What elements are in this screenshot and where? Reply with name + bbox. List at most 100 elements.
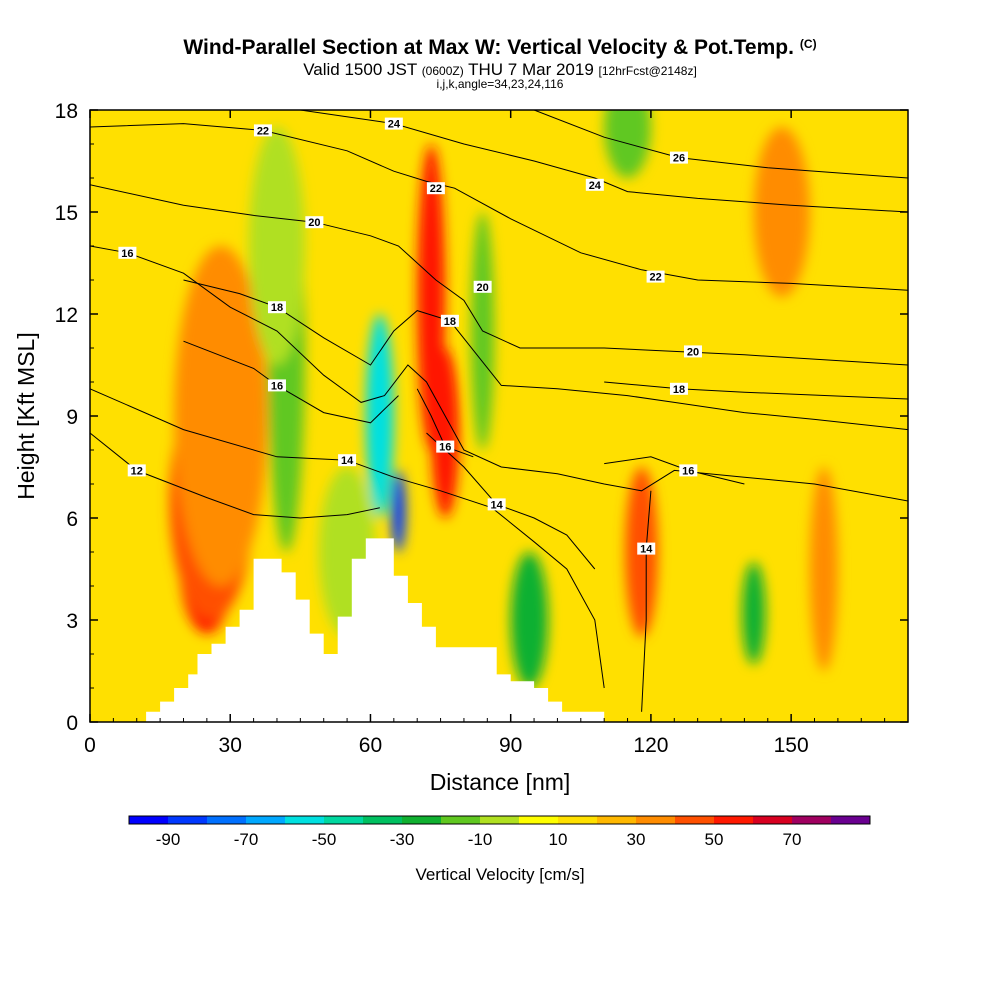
chart-title-text: Wind-Parallel Section at Max W: Vertical… [183,36,794,59]
isotherm-label: 18 [267,301,286,314]
isotherm-label-text: 26 [673,153,685,165]
colorbar-swatch [363,816,403,824]
colorbar-swatch [753,816,793,824]
isotherm-label-box [440,314,459,327]
y-tick-label: 3 [66,610,78,633]
isotherm-line [604,381,908,400]
isotherm-label-box [267,301,286,314]
isotherm-label-text: 16 [121,248,133,260]
colorbar-tick-label: 50 [705,830,724,849]
isotherm-label-text: 16 [682,465,694,477]
y-tick-label: 9 [66,406,78,429]
velocity-cell [753,127,810,297]
colorbar-swatch [324,816,364,824]
colorbar-swatch [207,816,247,824]
isotherm-label: 20 [305,216,324,229]
valid-date: THU 7 Mar 2019 [468,60,594,79]
x-tick-label: 90 [499,734,522,757]
isotherm-label-box [679,464,698,477]
colorbar-swatch [714,816,754,824]
isotherm-label: 20 [473,280,492,294]
isotherm-label-box [267,379,286,392]
x-tick-label: 30 [219,734,242,757]
colorbar-tick-label: -30 [390,830,415,849]
isotherm-line [300,110,908,213]
velocity-cell [365,314,394,518]
velocity-cell [742,562,766,665]
isotherm-label-text: 12 [131,465,143,477]
isotherm-label: 24 [585,178,604,192]
isotherm-label: 22 [253,124,272,137]
isotherm-label-text: 20 [687,346,699,358]
colorbar-swatch [285,816,325,824]
colorbar-swatch [402,816,442,824]
isotherm-label: 22 [426,182,445,195]
isotherm-line [90,245,908,502]
isotherm-label-box [118,246,137,259]
velocity-cell [604,110,651,178]
isotherm-label-box [473,280,492,293]
copyright-mark: (C) [799,37,817,51]
isotherm-label-box [426,182,445,195]
plot-area: 12 14 14 14 16 16 16 16 18 18 18 20 20 20 22 22 22 24 24 26 [90,110,908,722]
colorbar-tick-label: -70 [234,830,259,849]
colorbar-swatch [792,816,832,824]
colorbar-label: Vertical Velocity [cm/s] [415,865,584,884]
isotherm-label-box [253,124,272,137]
isotherm-label: 22 [646,270,665,284]
isotherm-label-box [487,498,506,511]
isotherm-label: 18 [440,314,459,328]
isotherm-label-text: 18 [271,302,283,314]
colorbar-tick-label: 70 [783,830,802,849]
y-tick-label: 0 [66,712,78,735]
isotherm-label-box [669,382,688,395]
isotherm-label-text: 18 [673,384,685,396]
colorbar-tick-label: 10 [549,830,568,849]
contour-labels: 12 14 14 14 16 16 16 16 18 18 18 20 20 20 22 22 22 24 24 26 [118,117,702,556]
isotherm-line [426,432,596,570]
colorbar-swatch [480,816,520,824]
colorbar-swatch [129,816,169,824]
isotherm-label: 14 [637,542,656,556]
colorbar-tick-label: -10 [468,830,493,849]
y-tick-label: 12 [55,304,78,327]
grid-indices: i,j,k,angle=34,23,24,116 [436,77,564,91]
x-tick-label: 60 [359,734,382,757]
colorbar-swatch [441,816,481,824]
isotherm-label-text: 24 [388,119,401,131]
isotherm-label: 24 [384,117,403,131]
isotherm-line [183,340,399,424]
x-tick-label: 120 [633,734,668,757]
isotherm-label: 12 [127,464,146,477]
y-axis-label: Height [Kft MSL] [13,332,39,499]
forecast-info: [12hrFcst@2148z] [598,64,697,78]
isotherm-label-box [436,440,455,453]
isotherm-label-box [338,454,357,467]
isotherm-line [641,490,652,712]
valid-time: Valid 1500 JST [303,60,417,79]
isotherm-label-box [646,270,665,283]
velocity-cell [248,127,306,365]
colorbar-swatch [168,816,208,824]
colorbar-tick-label: -50 [312,830,337,849]
isotherm-label: 26 [669,151,688,165]
isotherm-label-text: 14 [491,499,504,511]
isotherm-label-box [585,178,604,191]
isotherm-line [90,184,908,366]
isotherm-label-text: 16 [439,442,451,454]
isotherm-label-text: 14 [341,455,354,467]
y-tick-label: 6 [66,508,78,531]
isotherm-label-text: 22 [257,125,269,137]
colorbar-swatch [636,816,676,824]
isotherm-label: 20 [683,345,702,358]
velocity-cell [391,470,406,552]
colorbar: -90 -70 -50 -30 -10 10 30 50 70 [128,815,871,849]
isotherm-label: 14 [487,498,506,511]
x-tick-label: 150 [774,734,809,757]
isotherm-label-box [127,464,146,477]
isotherm-label-box [384,117,403,130]
colorbar-tick-label: -90 [156,830,181,849]
isotherm-label-box [669,151,688,164]
y-tick-label: 15 [55,202,78,225]
isotherm-label-text: 22 [649,272,661,284]
